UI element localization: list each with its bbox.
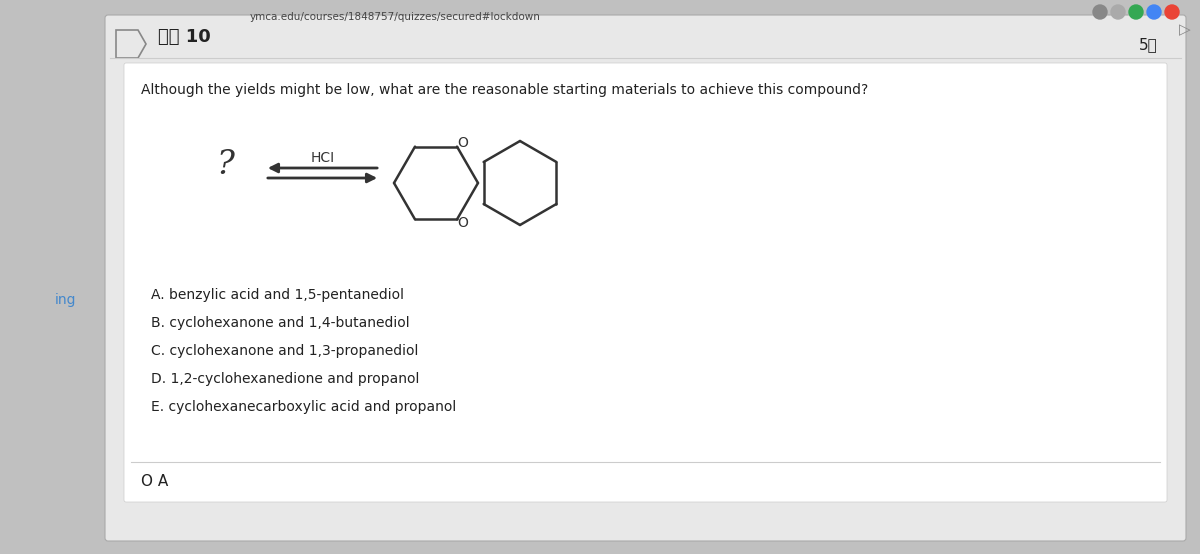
Text: HCI: HCI — [311, 151, 335, 165]
Text: O: O — [457, 217, 468, 230]
Text: ymca.edu/courses/1848757/quizzes/secured#lockdown: ymca.edu/courses/1848757/quizzes/secured… — [250, 12, 541, 22]
Text: C. cyclohexanone and 1,3-propanediol: C. cyclohexanone and 1,3-propanediol — [151, 344, 419, 358]
Circle shape — [1147, 5, 1162, 19]
Text: B. cyclohexanone and 1,4-butanediol: B. cyclohexanone and 1,4-butanediol — [151, 316, 409, 330]
Text: D. 1,2-cyclohexanedione and propanol: D. 1,2-cyclohexanedione and propanol — [151, 372, 419, 386]
Circle shape — [1129, 5, 1142, 19]
FancyBboxPatch shape — [124, 63, 1166, 502]
Text: E. cyclohexanecarboxylic acid and propanol: E. cyclohexanecarboxylic acid and propan… — [151, 400, 456, 414]
Text: 5分: 5分 — [1139, 38, 1158, 53]
Circle shape — [1165, 5, 1178, 19]
Text: ▷: ▷ — [1180, 23, 1190, 38]
FancyBboxPatch shape — [106, 15, 1186, 541]
Text: ?: ? — [216, 149, 234, 181]
Text: A. benzylic acid and 1,5-pentanediol: A. benzylic acid and 1,5-pentanediol — [151, 288, 404, 302]
Text: 问题 10: 问题 10 — [158, 28, 211, 46]
Circle shape — [1111, 5, 1126, 19]
Circle shape — [1093, 5, 1108, 19]
Text: O: O — [457, 136, 468, 150]
Text: ing: ing — [54, 293, 76, 307]
Text: Although the yields might be low, what are the reasonable starting materials to : Although the yields might be low, what a… — [142, 83, 869, 97]
Text: O A: O A — [142, 474, 168, 490]
